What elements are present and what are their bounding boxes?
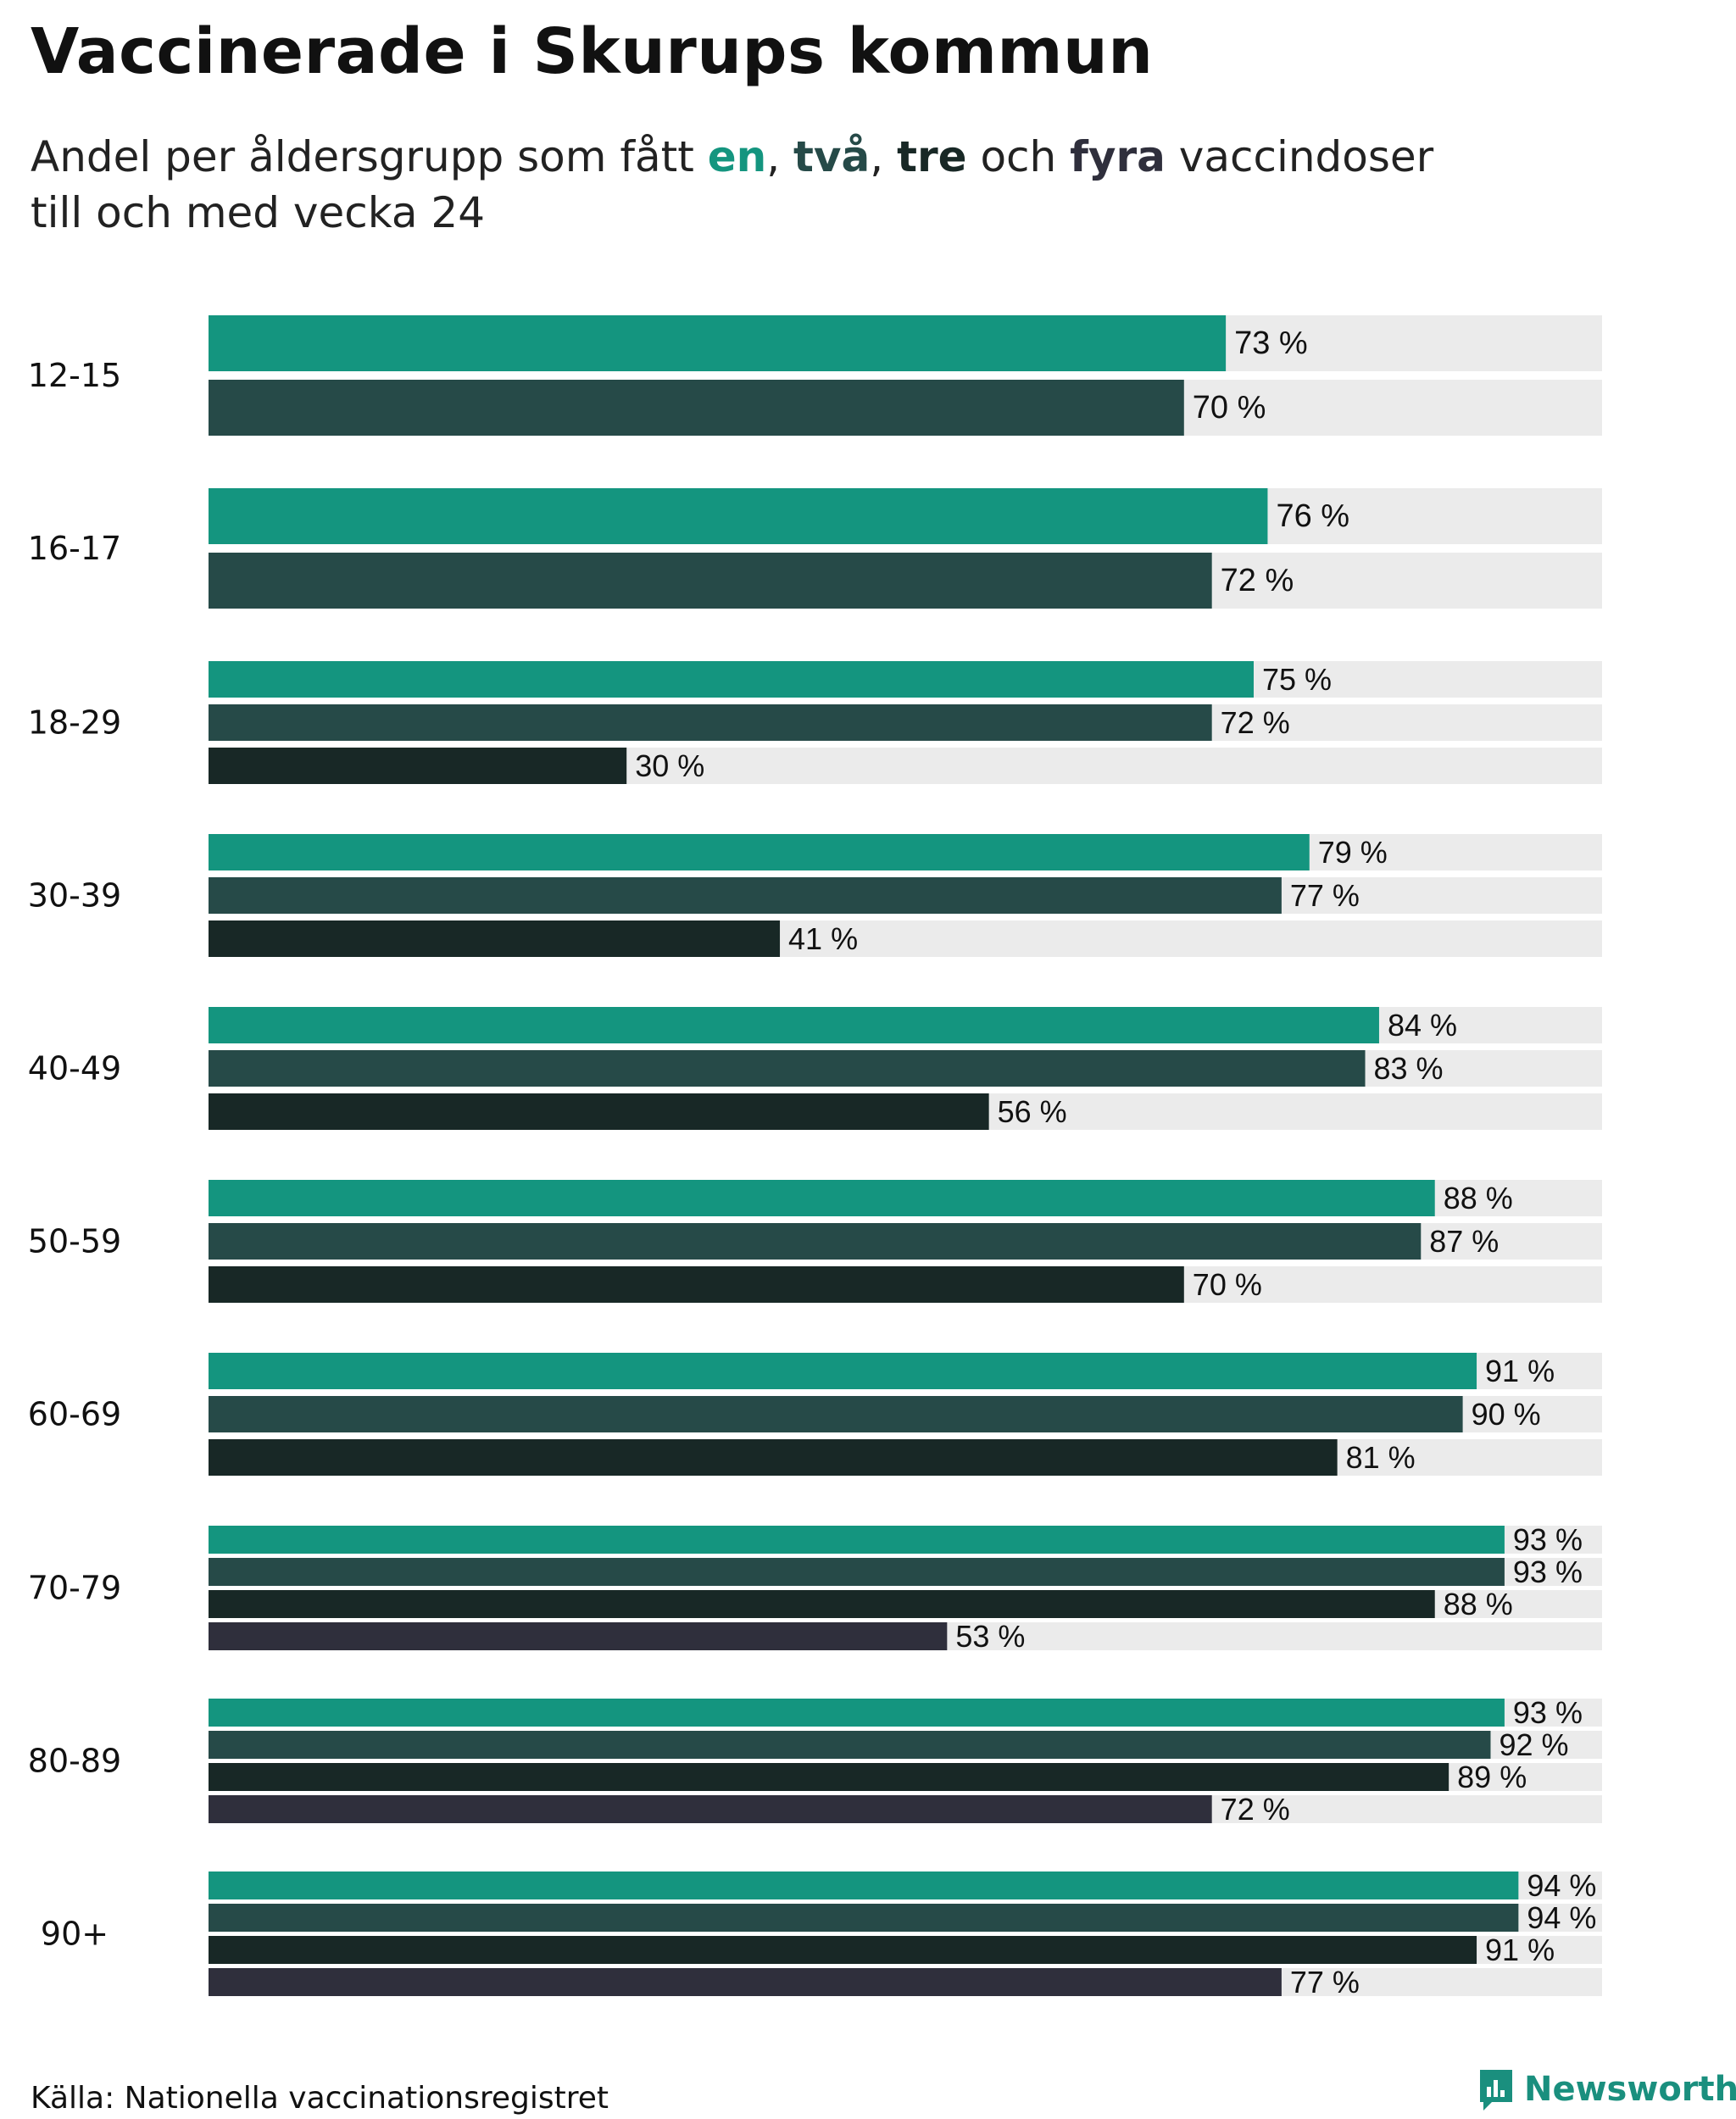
category-label: 12-15 xyxy=(28,357,121,394)
data-label: 88 % xyxy=(1444,1181,1513,1215)
data-label: 70 % xyxy=(1193,390,1266,425)
brand-name: Newsworthy xyxy=(1524,2070,1736,2109)
data-label: 53 % xyxy=(955,1619,1025,1654)
data-label: 90 % xyxy=(1472,1397,1541,1432)
bar-dose-one xyxy=(209,1699,1505,1727)
subtitle-dose-one: en xyxy=(707,132,767,181)
data-label: 94 % xyxy=(1527,1868,1596,1903)
data-label: 77 % xyxy=(1290,1965,1360,1999)
bar-dose-two xyxy=(209,1050,1366,1087)
bar-dose-one xyxy=(209,1180,1435,1216)
category-label: 18-29 xyxy=(28,704,121,742)
category-label: 16-17 xyxy=(28,530,121,567)
data-label: 79 % xyxy=(1318,835,1388,870)
bar-dose-one xyxy=(209,1872,1519,1899)
category-label: 70-79 xyxy=(28,1570,121,1607)
bar-dose-three xyxy=(209,920,781,957)
category-label: 60-69 xyxy=(28,1396,121,1433)
data-label: 72 % xyxy=(1221,705,1290,740)
data-label: 87 % xyxy=(1429,1224,1499,1259)
data-label: 73 % xyxy=(1234,325,1308,361)
bar-dose-three xyxy=(209,1266,1184,1303)
bar-dose-three xyxy=(209,1763,1449,1791)
bar-dose-four xyxy=(209,1795,1212,1823)
category-label: 30-39 xyxy=(28,877,121,915)
bar-dose-one xyxy=(209,315,1227,371)
bar-dose-two xyxy=(209,1558,1505,1586)
data-label: 93 % xyxy=(1513,1695,1583,1730)
data-label: 30 % xyxy=(635,748,704,783)
subtitle-dose-two: två xyxy=(793,132,871,181)
category-label: 40-49 xyxy=(28,1050,121,1087)
chart-subtitle: Andel per åldersgrupp som fått en, två, … xyxy=(31,129,1641,241)
bar-dose-three xyxy=(209,1936,1477,1964)
data-label: 83 % xyxy=(1374,1051,1444,1086)
bar-dose-two xyxy=(209,1904,1519,1932)
bar-dose-one xyxy=(209,834,1310,870)
data-label: 88 % xyxy=(1444,1587,1513,1621)
source-note: Källa: Nationella vaccinationsregistret xyxy=(31,2081,609,2116)
bar-dose-two xyxy=(209,553,1212,609)
category-label: 90+ xyxy=(41,1916,108,1953)
subtitle-dose-four: fyra xyxy=(1070,132,1166,181)
subtitle-separator: , xyxy=(870,132,898,181)
data-label: 72 % xyxy=(1221,563,1294,598)
category-label: 80-89 xyxy=(28,1743,121,1780)
bar-dose-two xyxy=(209,1223,1422,1260)
data-label: 91 % xyxy=(1485,1354,1555,1388)
bar-chart: 12-15 73 % 70 % 16-17 76 % 72 % 18-29 75 % 72 % 3… xyxy=(28,315,1602,1999)
bar-dose-one xyxy=(209,661,1254,698)
data-label: 93 % xyxy=(1513,1554,1583,1589)
subtitle-prefix: Andel per åldersgrupp som fått xyxy=(31,132,708,181)
bar-dose-one xyxy=(209,1007,1379,1043)
data-label: 76 % xyxy=(1276,498,1349,534)
subtitle-suffix: vaccindoser xyxy=(1165,132,1434,181)
data-label: 41 % xyxy=(788,921,858,956)
bar-dose-three xyxy=(209,748,627,784)
data-label: 56 % xyxy=(998,1094,1067,1129)
bar-dose-four xyxy=(209,1968,1282,1996)
data-label: 91 % xyxy=(1485,1933,1555,1967)
bar-dose-one xyxy=(209,1526,1505,1554)
bar-dose-two xyxy=(209,877,1282,914)
data-label: 89 % xyxy=(1457,1760,1527,1794)
data-label: 77 % xyxy=(1290,878,1360,913)
data-label: 81 % xyxy=(1346,1440,1416,1475)
bar-dose-two xyxy=(209,380,1184,436)
data-label: 72 % xyxy=(1221,1792,1290,1827)
bar-dose-three xyxy=(209,1590,1435,1618)
subtitle-conjunction: och xyxy=(966,132,1071,181)
bar-dose-two xyxy=(209,1731,1491,1759)
data-label: 70 % xyxy=(1193,1267,1262,1302)
data-label: 92 % xyxy=(1499,1727,1568,1762)
chart-title: Vaccinerade i Skurups kommun xyxy=(31,15,1154,88)
data-label: 84 % xyxy=(1388,1008,1457,1043)
data-label: 75 % xyxy=(1262,662,1332,697)
bar-dose-two xyxy=(209,1396,1463,1432)
bar-dose-one xyxy=(209,1353,1477,1389)
bar-dose-two xyxy=(209,704,1212,741)
subtitle-line-two: till och med vecka 24 xyxy=(31,188,486,237)
subtitle-separator: , xyxy=(766,132,794,181)
bar-dose-one xyxy=(209,488,1268,544)
category-label: 50-59 xyxy=(28,1223,121,1260)
brand: Newsworthy xyxy=(1477,2064,1736,2115)
bar-dose-three xyxy=(209,1439,1338,1476)
bar-dose-three xyxy=(209,1093,989,1130)
newsworthy-logo-icon xyxy=(1480,2070,1512,2111)
data-label: 93 % xyxy=(1513,1522,1583,1557)
subtitle-dose-three: tre xyxy=(897,132,967,181)
data-label: 94 % xyxy=(1527,1900,1596,1935)
bar-dose-four xyxy=(209,1622,948,1650)
